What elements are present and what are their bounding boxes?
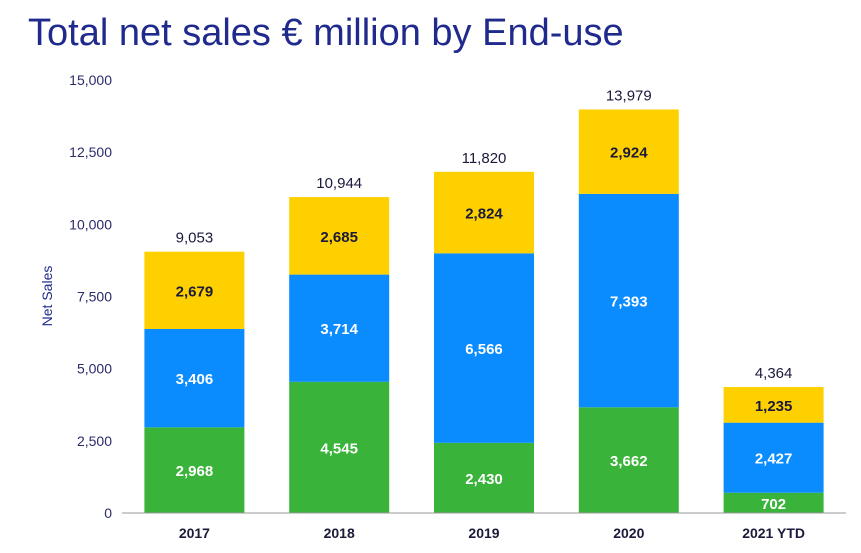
segment-value-label: 6,566 <box>465 341 503 358</box>
y-tick-label: 2,500 <box>77 433 112 449</box>
segment-value-label: 2,679 <box>176 283 214 300</box>
total-value-label: 10,944 <box>316 175 362 192</box>
bar-segment-blue <box>144 329 245 428</box>
bar-segment-yellow <box>578 109 679 194</box>
bar-segment-green <box>723 492 824 513</box>
bar-segment-yellow <box>289 197 390 275</box>
x-tick-label: 2021 YTD <box>742 525 805 541</box>
bar-segment-yellow <box>434 171 534 254</box>
y-tick-label: 7,500 <box>77 289 112 305</box>
x-tick-label: 2017 <box>179 525 210 541</box>
bar-segment-green <box>578 407 679 513</box>
segment-value-label: 2,427 <box>755 451 793 468</box>
bar-segment-yellow <box>144 251 245 330</box>
segment-value-label: 2,924 <box>610 145 648 162</box>
y-axis-label: Net Sales <box>39 266 55 327</box>
segment-value-label: 7,393 <box>610 294 648 311</box>
y-tick-label: 5,000 <box>77 361 112 377</box>
segment-value-label: 2,685 <box>320 229 358 246</box>
segment-value-label: 2,968 <box>176 463 214 480</box>
segment-value-label: 2,430 <box>465 471 503 488</box>
y-tick-label: 0 <box>104 505 112 521</box>
bar-segment-blue <box>723 422 824 493</box>
x-tick-label: 2018 <box>324 525 355 541</box>
total-value-label: 11,820 <box>462 150 507 167</box>
bar-segment-yellow <box>723 387 824 423</box>
y-tick-label: 10,000 <box>69 216 112 232</box>
y-tick-label: 15,000 <box>69 72 112 88</box>
segment-value-label: 4,545 <box>320 440 358 457</box>
total-value-label: 4,364 <box>755 365 793 382</box>
segment-value-label: 3,714 <box>320 321 358 338</box>
segment-value-label: 3,406 <box>176 371 214 388</box>
segment-value-label: 702 <box>761 496 786 513</box>
total-value-label: 13,979 <box>606 87 652 104</box>
bar-segment-green <box>144 427 245 513</box>
bar-segment-blue <box>434 253 534 443</box>
total-value-label: 9,053 <box>176 230 214 247</box>
chart-title: Total net sales € million by End-use <box>28 12 624 54</box>
y-tick-label: 12,500 <box>69 144 112 160</box>
bar-segment-blue <box>289 274 390 382</box>
bar-segment-green <box>434 442 534 513</box>
segment-value-label: 3,662 <box>610 453 648 470</box>
bar-segment-blue <box>578 193 679 408</box>
x-tick-label: 2020 <box>613 525 644 541</box>
segment-value-label: 1,235 <box>755 398 793 415</box>
segment-value-label: 2,824 <box>465 206 503 223</box>
bar-segment-green <box>289 381 390 513</box>
x-tick-label: 2019 <box>468 525 499 541</box>
